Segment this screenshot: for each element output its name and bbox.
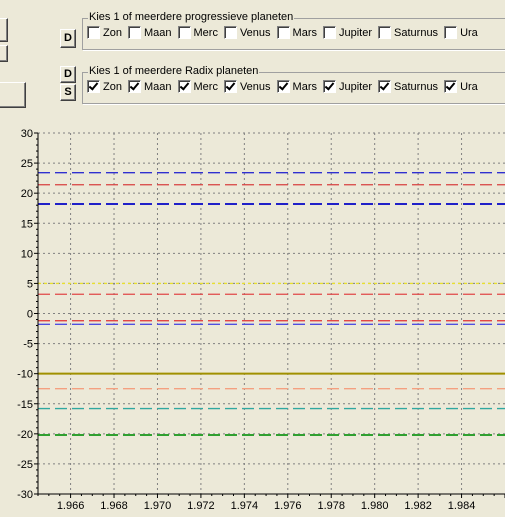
radix-checkbox-mars[interactable]: Mars [276, 80, 323, 93]
y-tick-label: 0 [27, 309, 33, 321]
checkbox-label: Venus [239, 80, 271, 93]
progressive-d-button[interactable]: D [60, 29, 76, 48]
checkbox-label: Ura [460, 26, 478, 39]
radix-checkbox-saturnus[interactable]: Saturnus [378, 80, 444, 93]
checkbox-label: Zon [103, 80, 122, 93]
y-tick-label: 25 [21, 158, 33, 170]
radix-checkbox-merc[interactable]: Merc [177, 80, 224, 93]
checkbox-label: Zon [103, 26, 122, 39]
x-tick-label: 1.974 [231, 500, 259, 512]
checkbox-label: Saturnus [394, 26, 439, 39]
radix-checkbox-jupiter[interactable]: Jupiter [323, 80, 378, 93]
checkbox-label: Merc [193, 26, 218, 39]
checkbox-label: Mars [292, 80, 317, 93]
y-tick-label: 30 [21, 128, 33, 140]
checkbox-box[interactable] [87, 26, 100, 39]
y-tick-label: -15 [17, 399, 33, 411]
checkbox-box[interactable] [378, 26, 392, 39]
y-tick-label: 20 [21, 188, 33, 200]
checkbox-label: Mars [292, 26, 317, 39]
progressive-checkbox-zon[interactable]: Zon [87, 26, 128, 39]
x-tick-label: 1.980 [361, 500, 389, 512]
progressive-checkbox-ura[interactable]: Ura [444, 26, 484, 39]
checkbox-label: Jupiter [339, 26, 373, 39]
radix-checkbox-row: Zon Maan Merc Venus Mars Jupiter Saturnus Ura [87, 80, 484, 93]
left-button-top[interactable] [0, 18, 8, 42]
checkbox-box[interactable] [177, 80, 191, 93]
checkbox-label: Venus [239, 26, 271, 39]
x-tick-label: 1.966 [57, 500, 85, 512]
x-tick-label: 1.968 [100, 500, 128, 512]
x-tick-label: 1.978 [317, 500, 345, 512]
checkbox-label: Maan [143, 80, 172, 93]
x-tick-label: 1.972 [187, 500, 215, 512]
x-tick-label: 1.970 [144, 500, 172, 512]
checkbox-box[interactable] [378, 80, 392, 93]
y-tick-label: -20 [17, 429, 33, 441]
progressive-checkbox-jupiter[interactable]: Jupiter [323, 26, 378, 39]
progressive-checkbox-mars[interactable]: Mars [276, 26, 323, 39]
progressive-checkbox-merc[interactable]: Merc [177, 26, 224, 39]
left-button-bottom[interactable] [0, 82, 26, 108]
checkbox-label: Saturnus [394, 80, 439, 93]
x-tick-label: 1.984 [448, 500, 476, 512]
radix-d-button[interactable]: D [60, 66, 76, 83]
progressive-checkbox-row: Zon Maan Merc Venus Mars Jupiter Saturnus Ura [87, 26, 484, 39]
checkbox-box[interactable] [276, 80, 290, 93]
chart-area: 30 25 20 15 10 5 0 -5 -10 -15 -20 -25 -30 1.966 1.968 1… [0, 123, 505, 514]
checkbox-box[interactable] [127, 80, 141, 93]
progressive-checkbox-maan[interactable]: Maan [127, 26, 178, 39]
left-button-middle[interactable] [0, 45, 8, 62]
x-tick-label: 1.982 [404, 500, 432, 512]
y-tick-label: -30 [17, 489, 33, 501]
progressive-group-title: Kies 1 of meerdere progressieve planeten [88, 11, 295, 23]
y-tick-label: 15 [21, 218, 33, 230]
checkbox-label: Merc [193, 80, 218, 93]
progressive-checkbox-venus[interactable]: Venus [223, 26, 277, 39]
progressive-planets-group: Kies 1 of meerdere progressieve planeten… [82, 11, 505, 50]
progressive-checkbox-saturnus[interactable]: Saturnus [378, 26, 444, 39]
checkbox-box[interactable] [127, 26, 141, 39]
checkbox-label: Maan [143, 26, 172, 39]
checkbox-box[interactable] [276, 26, 290, 39]
radix-checkbox-ura[interactable]: Ura [444, 80, 484, 93]
y-tick-label: -10 [17, 369, 33, 381]
radix-planets-group: Kies 1 of meerdere Radix planeten Zon Maa… [82, 65, 505, 104]
plot-background [38, 133, 505, 494]
radix-checkbox-maan[interactable]: Maan [127, 80, 178, 93]
y-tick-label: 10 [21, 248, 33, 260]
radix-s-button[interactable]: S [60, 84, 76, 101]
checkbox-box[interactable] [177, 26, 191, 39]
y-tick-label: -5 [23, 339, 33, 351]
checkbox-box[interactable] [444, 80, 458, 93]
checkbox-label: Ura [460, 80, 478, 93]
checkbox-box[interactable] [444, 26, 458, 39]
line-chart: 30 25 20 15 10 5 0 -5 -10 -15 -20 -25 -30 1.966 1.968 1… [17, 128, 505, 512]
x-tick-label: 1.976 [274, 500, 302, 512]
checkbox-box[interactable] [223, 80, 237, 93]
checkbox-box[interactable] [87, 80, 100, 93]
y-tick-label: -25 [17, 459, 33, 471]
radix-checkbox-venus[interactable]: Venus [223, 80, 277, 93]
y-tick-label: 5 [27, 278, 33, 290]
checkbox-box[interactable] [223, 26, 237, 39]
checkbox-box[interactable] [323, 26, 336, 39]
radix-checkbox-zon[interactable]: Zon [87, 80, 128, 93]
radix-group-title: Kies 1 of meerdere Radix planeten [88, 65, 260, 77]
checkbox-box[interactable] [323, 80, 336, 93]
checkbox-label: Jupiter [339, 80, 373, 93]
